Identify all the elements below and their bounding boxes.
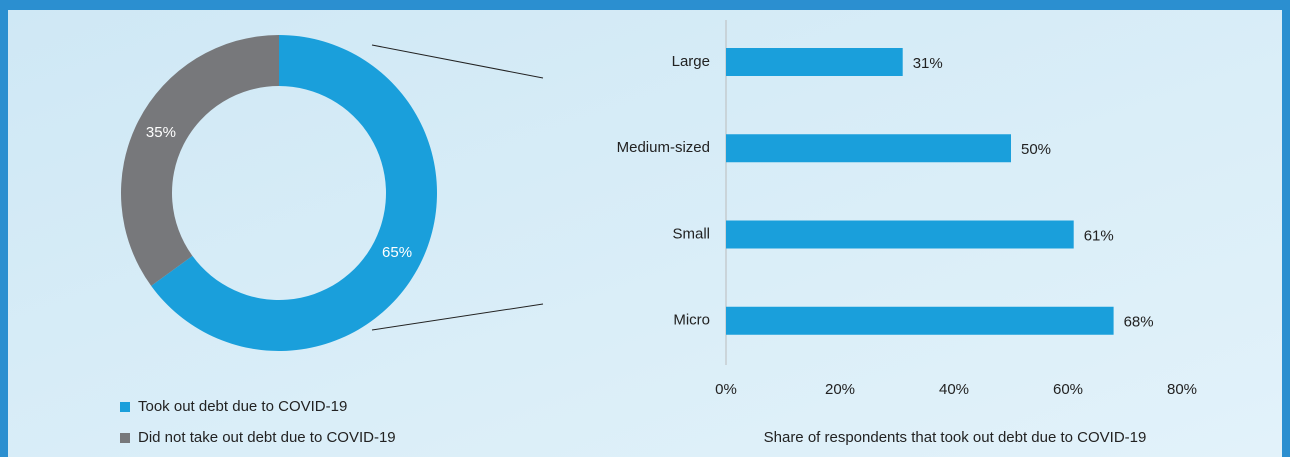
x-tick-label: 40% xyxy=(939,381,969,398)
connector xyxy=(371,303,544,331)
x-axis-label: Share of respondents that took out debt … xyxy=(764,429,1147,446)
legend-label: Did not take out debt due to COVID-19 xyxy=(138,429,396,446)
bar xyxy=(726,306,1114,335)
data-label: 31% xyxy=(913,55,943,72)
data-label: 35% xyxy=(146,124,176,141)
x-tick-label: 0% xyxy=(715,381,737,398)
y-tick-label: Micro xyxy=(673,312,710,329)
legend-label: Took out debt due to COVID-19 xyxy=(138,398,347,415)
y-tick-label: Small xyxy=(672,225,710,242)
legend-swatch xyxy=(120,433,130,443)
donut-slice xyxy=(121,35,279,286)
data-label: 65% xyxy=(382,244,412,261)
connector xyxy=(371,44,544,79)
data-label: 68% xyxy=(1124,314,1154,331)
y-tick-label: Large xyxy=(672,53,710,70)
legend-swatch xyxy=(120,402,130,412)
donut-slice xyxy=(151,35,438,351)
bar xyxy=(726,134,1011,163)
x-tick-label: 20% xyxy=(825,381,855,398)
data-label: 50% xyxy=(1021,141,1051,158)
data-label: 61% xyxy=(1084,227,1114,244)
bar xyxy=(726,48,903,76)
y-tick-label: Medium-sized xyxy=(617,139,710,156)
x-tick-label: 80% xyxy=(1167,381,1197,398)
bar xyxy=(726,220,1074,249)
x-tick-label: 60% xyxy=(1053,381,1083,398)
